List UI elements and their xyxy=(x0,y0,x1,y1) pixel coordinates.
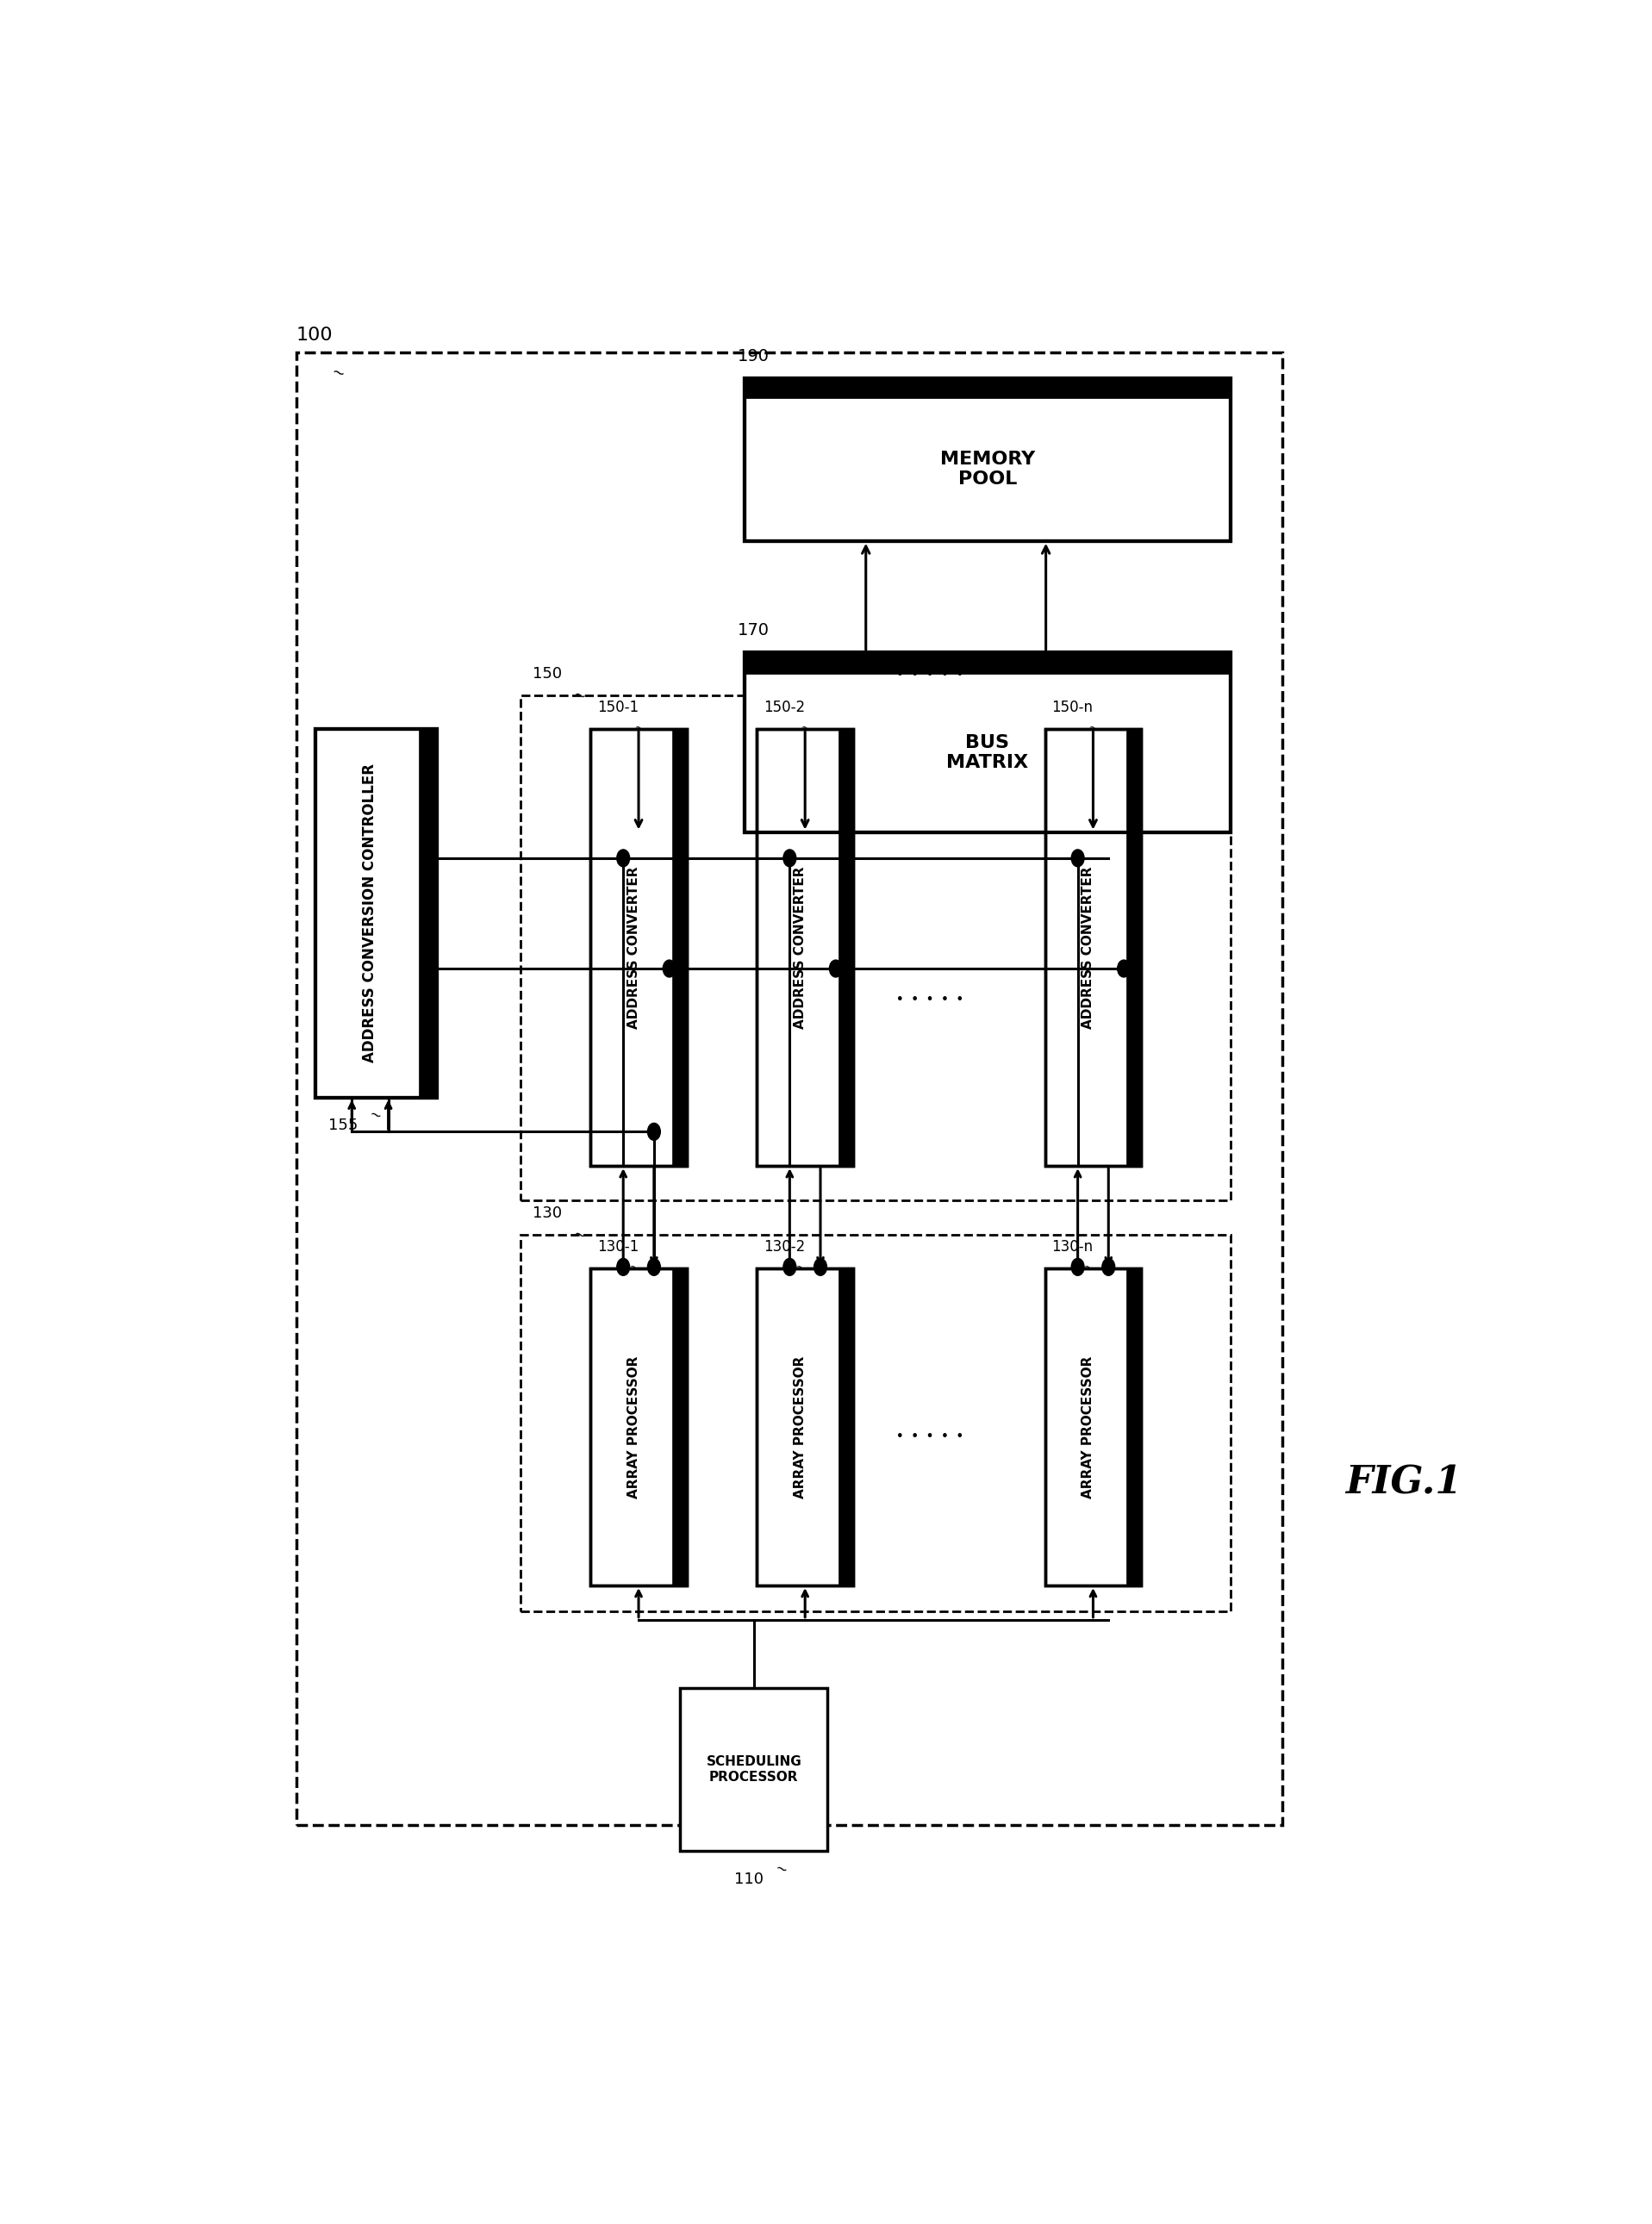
Bar xyxy=(591,1268,687,1586)
Bar xyxy=(316,729,436,1096)
Text: ARRAY PROCESSOR: ARRAY PROCESSOR xyxy=(1082,1357,1095,1499)
Bar xyxy=(743,652,1231,832)
Circle shape xyxy=(1072,850,1084,867)
Text: ADDRESS CONVERTER: ADDRESS CONVERTER xyxy=(793,867,806,1030)
Text: ADDRESS CONVERTER: ADDRESS CONVERTER xyxy=(1082,867,1095,1030)
Text: FIG.1: FIG.1 xyxy=(1345,1463,1462,1501)
Circle shape xyxy=(829,961,843,976)
Circle shape xyxy=(783,1259,796,1277)
Circle shape xyxy=(616,850,629,867)
Text: ∼: ∼ xyxy=(776,387,793,405)
Text: ∼: ∼ xyxy=(776,661,793,678)
Text: 130-2: 130-2 xyxy=(763,1239,805,1254)
Bar xyxy=(743,378,1231,398)
Bar xyxy=(757,729,852,1165)
Bar xyxy=(1046,729,1142,1165)
Circle shape xyxy=(1072,1259,1084,1277)
Circle shape xyxy=(662,961,676,976)
Bar xyxy=(296,351,1282,1826)
Bar xyxy=(743,378,1231,540)
Text: ∼: ∼ xyxy=(798,721,813,736)
Bar xyxy=(591,729,687,1165)
Bar xyxy=(1046,1268,1142,1586)
Circle shape xyxy=(616,1259,629,1277)
Text: ∼: ∼ xyxy=(367,1105,383,1125)
Text: 190: 190 xyxy=(738,349,770,365)
Text: 130-1: 130-1 xyxy=(596,1239,639,1254)
Bar xyxy=(520,1234,1231,1610)
Bar xyxy=(743,378,1231,540)
Text: 150: 150 xyxy=(534,665,562,681)
Text: ∼: ∼ xyxy=(626,1261,641,1277)
Circle shape xyxy=(648,1123,661,1141)
Text: BUS
MATRIX: BUS MATRIX xyxy=(947,734,1029,772)
Text: ADDRESS CONVERTER: ADDRESS CONVERTER xyxy=(628,867,641,1030)
Bar xyxy=(672,729,687,1165)
Bar xyxy=(839,1268,852,1586)
Bar xyxy=(757,1268,852,1586)
Text: ∼: ∼ xyxy=(631,721,646,736)
Text: . . . . .: . . . . . xyxy=(895,1421,963,1441)
Text: 110: 110 xyxy=(735,1870,763,1886)
Bar xyxy=(757,1268,852,1586)
Bar xyxy=(591,1268,687,1586)
Circle shape xyxy=(814,1259,826,1277)
Text: ∼: ∼ xyxy=(572,687,588,705)
Text: MEMORY
POOL: MEMORY POOL xyxy=(940,451,1036,487)
Bar xyxy=(672,1268,687,1586)
Text: ADDRESS CONVERSION CONTROLLER: ADDRESS CONVERSION CONTROLLER xyxy=(362,763,378,1063)
Text: . . . . .: . . . . . xyxy=(895,985,963,1005)
Bar xyxy=(1127,1268,1142,1586)
Circle shape xyxy=(1117,961,1130,976)
Text: ∼: ∼ xyxy=(773,1859,790,1877)
Bar xyxy=(743,652,1231,674)
Text: ∼: ∼ xyxy=(572,1225,588,1245)
Bar xyxy=(591,729,687,1165)
Circle shape xyxy=(783,850,796,867)
Text: ARRAY PROCESSOR: ARRAY PROCESSOR xyxy=(628,1357,641,1499)
Bar xyxy=(520,694,1231,1201)
Bar xyxy=(757,729,852,1165)
Text: 130: 130 xyxy=(534,1205,562,1221)
Text: 150-1: 150-1 xyxy=(596,701,638,716)
Text: 130-n: 130-n xyxy=(1052,1239,1094,1254)
Text: 170: 170 xyxy=(738,623,770,638)
Bar xyxy=(1046,1268,1142,1586)
Text: ∼: ∼ xyxy=(793,1261,808,1277)
Text: 100: 100 xyxy=(296,327,332,345)
Bar xyxy=(743,652,1231,832)
Bar xyxy=(681,1688,828,1850)
Text: ∼: ∼ xyxy=(329,365,345,383)
Text: 150-2: 150-2 xyxy=(763,701,805,716)
Text: ∼: ∼ xyxy=(1080,1261,1095,1277)
Text: ARRAY PROCESSOR: ARRAY PROCESSOR xyxy=(793,1357,806,1499)
Text: . . . . .: . . . . . xyxy=(895,658,963,681)
Text: 155: 155 xyxy=(329,1119,358,1134)
Bar xyxy=(839,729,852,1165)
Text: ∼: ∼ xyxy=(1085,721,1100,736)
Circle shape xyxy=(648,1259,661,1277)
Text: 150-n: 150-n xyxy=(1052,701,1094,716)
Bar xyxy=(316,729,436,1096)
Bar xyxy=(1046,729,1142,1165)
Circle shape xyxy=(1102,1259,1115,1277)
Bar xyxy=(418,729,436,1096)
Text: SCHEDULING
PROCESSOR: SCHEDULING PROCESSOR xyxy=(705,1755,801,1784)
Bar xyxy=(1127,729,1142,1165)
